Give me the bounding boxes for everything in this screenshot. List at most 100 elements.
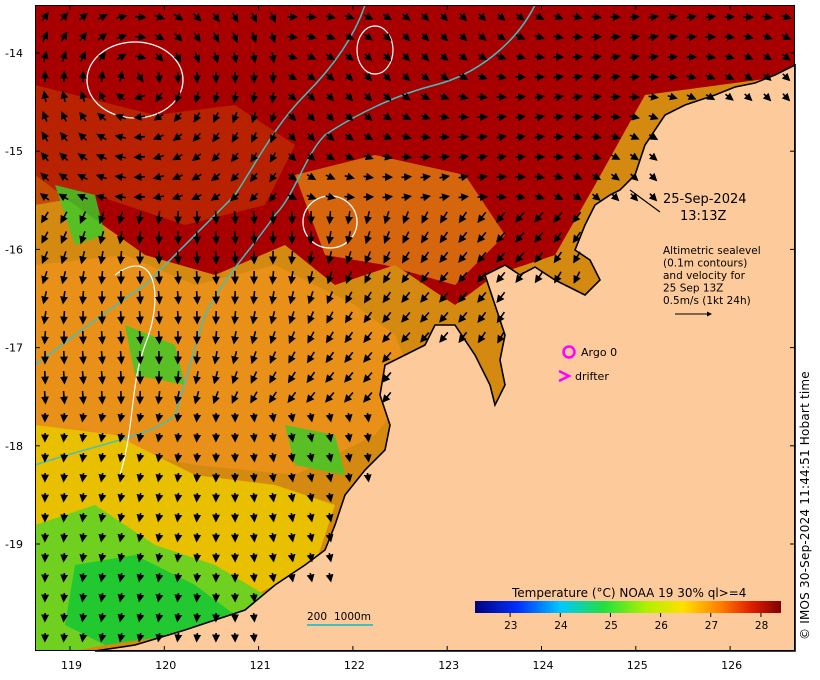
velocity-arrow — [268, 492, 277, 503]
velocity-arrow — [306, 192, 317, 201]
velocity-arrow — [496, 211, 506, 223]
velocity-arrow — [364, 231, 372, 245]
velocity-arrow — [344, 132, 354, 141]
velocity-arrow — [345, 251, 353, 265]
velocity-arrow — [382, 371, 392, 383]
velocity-arrow — [439, 231, 449, 244]
velocity-arrow — [382, 52, 392, 62]
velocity-arrow — [155, 512, 164, 523]
velocity-arrow — [572, 192, 583, 201]
velocity-arrow — [172, 152, 183, 161]
velocity-arrow — [383, 251, 391, 264]
velocity-arrow — [477, 133, 489, 142]
velocity-arrow — [155, 492, 164, 503]
legend-line: 0.5m/s (1kt 24h) — [663, 295, 751, 307]
sst-map: -14 -15 -16 -17 -18 -19 119 120 121 122 123 124 125 1… — [5, 4, 796, 672]
velocity-arrow — [40, 151, 49, 162]
velocity-arrow — [496, 311, 506, 324]
velocity-arrow — [326, 311, 334, 324]
velocity-arrow — [648, 33, 659, 42]
velocity-arrow — [249, 12, 258, 23]
velocity-arrow — [705, 92, 716, 101]
velocity-arrow — [79, 472, 88, 483]
velocity-arrow — [95, 193, 108, 202]
velocity-arrow — [515, 271, 525, 284]
lat-tick-label: -18 — [5, 440, 23, 453]
velocity-arrow — [382, 92, 392, 102]
velocity-arrow — [117, 532, 126, 543]
velocity-arrow — [41, 330, 50, 345]
velocity-arrow — [269, 290, 278, 305]
velocity-arrow — [383, 211, 391, 225]
warm-water-region — [35, 5, 795, 305]
velocity-arrow — [173, 290, 182, 305]
velocity-arrow — [478, 32, 487, 41]
velocity-arrow — [307, 291, 315, 305]
velocity-arrow — [439, 72, 450, 81]
velocity-arrow — [192, 290, 201, 305]
velocity-arrow — [420, 12, 430, 22]
velocity-arrow — [325, 112, 335, 122]
velocity-arrow — [174, 512, 183, 523]
lon-tick-label: 123 — [438, 659, 459, 672]
velocity-arrow — [458, 12, 468, 22]
velocity-arrow — [249, 632, 258, 643]
velocity-arrow — [60, 592, 69, 603]
velocity-arrow — [420, 173, 432, 182]
velocity-arrow — [686, 72, 697, 81]
velocity-arrow — [41, 251, 49, 264]
velocity-arrow — [60, 290, 69, 305]
velocity-arrow — [98, 592, 107, 603]
velocity-arrow — [174, 472, 183, 483]
velocity-arrow — [60, 412, 69, 423]
velocity-arrow — [402, 231, 410, 244]
velocity-arrow — [173, 310, 182, 325]
velocity-arrow — [136, 432, 145, 443]
velocity-arrow — [249, 412, 258, 423]
velocity-arrow — [98, 512, 107, 523]
velocity-arrow — [155, 572, 164, 583]
velocity-arrow — [154, 330, 163, 345]
velocity-arrow — [420, 132, 432, 141]
velocity-arrow — [477, 211, 487, 224]
velocity-arrow — [363, 92, 373, 102]
velocity-arrow — [610, 53, 621, 62]
velocity-arrow — [133, 112, 146, 121]
velocity-arrow — [401, 132, 412, 141]
velocity-arrow — [230, 152, 240, 163]
velocity-arrow — [306, 92, 316, 102]
velocity-arrow — [136, 532, 145, 543]
depth-label-200: 200 — [307, 611, 327, 623]
velocity-arrow — [79, 632, 88, 643]
velocity-arrow — [79, 452, 88, 463]
velocity-arrow — [496, 231, 506, 243]
velocity-arrow — [78, 390, 87, 405]
lat-tick-label: -14 — [5, 47, 23, 60]
velocity-arrow — [439, 153, 451, 162]
velocity-arrow — [344, 311, 353, 324]
velocity-arrow — [345, 271, 353, 284]
velocity-arrow — [534, 192, 545, 201]
velocity-arrow — [572, 113, 584, 122]
velocity-arrow — [610, 93, 622, 102]
velocity-arrow — [98, 211, 106, 225]
velocity-arrow — [173, 250, 182, 265]
velocity-arrow — [117, 572, 126, 583]
velocity-arrow — [306, 572, 315, 583]
velocity-arrow — [79, 432, 88, 443]
velocity-arrow — [174, 592, 183, 603]
velocity-arrow — [116, 370, 125, 385]
velocity-arrow — [268, 432, 277, 443]
velocity-arrow — [610, 152, 621, 160]
velocity-arrow — [458, 311, 468, 323]
velocity-arrow — [250, 91, 259, 104]
velocity-arrow — [269, 270, 278, 285]
velocity-arrow — [98, 230, 106, 245]
velocity-arrow — [98, 412, 107, 423]
velocity-arrow — [439, 32, 449, 42]
velocity-arrow — [40, 31, 49, 42]
sealevel-contour — [356, 25, 394, 75]
velocity-arrow — [77, 173, 88, 182]
velocity-arrow — [136, 412, 145, 423]
velocity-arrow — [591, 172, 602, 181]
